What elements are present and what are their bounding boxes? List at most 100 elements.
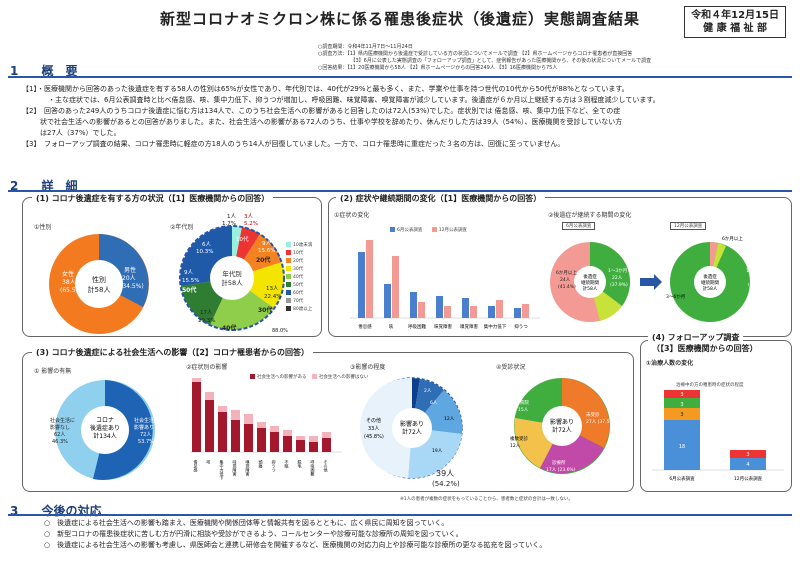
svg-text:10.3%: 10.3% bbox=[196, 249, 213, 255]
svg-text:39人: 39人 bbox=[436, 469, 454, 478]
gender-center-1: 性別 bbox=[92, 275, 106, 284]
svg-text:3人: 3人 bbox=[244, 213, 253, 220]
svg-text:未受診: 未受診 bbox=[586, 411, 600, 418]
svg-text:集中力低下: 集中力低下 bbox=[484, 323, 507, 330]
svg-text:18: 18 bbox=[679, 444, 685, 450]
svg-text:診療所: 診療所 bbox=[552, 459, 566, 466]
female-label-2: 38人 bbox=[62, 279, 76, 286]
svg-text:複数受診: 複数受診 bbox=[510, 435, 528, 442]
gender-pie: 性別 計58人 女性 38人 (65.5%) 男性 20人 (34.5%) bbox=[49, 234, 149, 334]
gender-label: ①性別 bbox=[34, 224, 52, 231]
footnote: ※1人の患者が複数の症状をもっていることから、患者数と症状の合計は一致しない。 bbox=[400, 497, 573, 502]
svg-text:その他: その他 bbox=[324, 459, 329, 473]
svg-text:頭痛: 頭痛 bbox=[259, 460, 264, 469]
duration-pies: 後遺症 継続期間 計58人 6か月以上 24人 (41.4%) 1～3か月 22… bbox=[550, 235, 766, 322]
svg-text:(45.8%): (45.8%) bbox=[364, 434, 384, 440]
svg-text:不眠: 不眠 bbox=[285, 460, 290, 469]
svg-text:40代: 40代 bbox=[222, 324, 236, 332]
svg-text:20代: 20代 bbox=[256, 256, 270, 264]
section1-rule bbox=[8, 76, 792, 78]
summary-line-4: 状で社会生活への影響があるとの回答がありました。また、社会生活への影響がある72… bbox=[40, 118, 623, 126]
male-label-1: 男性 bbox=[124, 266, 136, 274]
svg-text:9人: 9人 bbox=[184, 269, 193, 276]
svg-text:22人: 22人 bbox=[612, 275, 623, 281]
svg-text:3: 3 bbox=[680, 402, 683, 408]
svg-text:後遺症: 後遺症 bbox=[703, 273, 717, 280]
svg-text:咳: 咳 bbox=[389, 323, 394, 330]
svg-text:集中力低下: 集中力低下 bbox=[220, 459, 225, 481]
svg-text:影響あり: 影響あり bbox=[550, 418, 574, 426]
followup-label: ①治療人数の変化 bbox=[646, 360, 694, 367]
summary-line-2: ・主な症状では、6月公表調査時と比べ倦怠感、咳、集中力低下、抑うつが増加し、呼吸… bbox=[48, 96, 660, 104]
svg-text:(91.4%): (91.4%) bbox=[748, 282, 766, 288]
followup-bar-chart: 18 3 3 3 4 3 6月公表調査 12月公表調査 bbox=[652, 390, 784, 482]
age-label: ②年代別 bbox=[170, 224, 194, 231]
svg-text:計72人: 計72人 bbox=[402, 428, 422, 436]
age-center-1: 年代別 bbox=[222, 269, 242, 278]
svg-text:(54.2%): (54.2%) bbox=[432, 480, 460, 488]
svg-text:15.6%: 15.6% bbox=[258, 248, 275, 254]
impact-label: ① 影響の有無 bbox=[34, 368, 72, 375]
svg-text:29.3%: 29.3% bbox=[198, 318, 215, 324]
date-box: 令和４年12月15日 健 康 福 祉 部 bbox=[684, 6, 786, 38]
svg-text:5.2%: 5.2% bbox=[244, 221, 258, 227]
svg-text:倦怠感: 倦怠感 bbox=[194, 459, 199, 472]
svg-text:呼吸困難: 呼吸困難 bbox=[408, 323, 426, 330]
age-30s bbox=[232, 262, 285, 308]
action-3: ○ 後遺症による社会生活への影響も考慮し、県医師会と連携し研修会を開催するなど、… bbox=[44, 541, 547, 549]
svg-text:46.3%: 46.3% bbox=[52, 439, 68, 445]
panel2-title: (2) 症状や継続期間の変化（【1】医療機関からの回答） bbox=[336, 193, 546, 204]
panel3-title: (3) コロナ後遺症による社会生活への影響（【2】コロナ罹患者からの回答） bbox=[32, 347, 313, 358]
svg-text:(41.4%): (41.4%) bbox=[558, 284, 576, 290]
svg-text:88.0%: 88.0% bbox=[272, 328, 288, 334]
survey-result: ○回答結果：【1】20医療機関から58人 【2】県ホームページからの回答249人… bbox=[318, 65, 558, 71]
svg-text:1～3か月: 1～3か月 bbox=[746, 267, 765, 274]
age-s1: 1人 bbox=[227, 213, 236, 220]
summary-line-6: 【3】 フォローアップ調査の結果、コロナ罹患時に軽症の方18人のうち14人が回復… bbox=[22, 140, 565, 148]
svg-text:1.7%: 1.7% bbox=[222, 221, 236, 227]
svg-text:50代: 50代 bbox=[182, 286, 196, 294]
svg-text:咳: 咳 bbox=[207, 459, 212, 465]
svg-text:13人: 13人 bbox=[266, 285, 279, 292]
survey-method-3: 【3】6月に公表した実態調査の「フォローアップ調査」として、症例報告があった医療… bbox=[318, 58, 652, 64]
svg-text:6か月以上: 6か月以上 bbox=[556, 269, 577, 276]
svg-text:1～3か月: 1～3か月 bbox=[608, 267, 627, 274]
svg-text:抑うつ: 抑うつ bbox=[272, 459, 277, 472]
gender-hole bbox=[75, 260, 123, 308]
svg-text:コロナ: コロナ bbox=[96, 417, 114, 424]
section3-heading: 3 今後の対応 bbox=[10, 504, 102, 518]
svg-text:計134人: 計134人 bbox=[93, 432, 116, 440]
dec-tag: 12月公表調査 bbox=[670, 222, 707, 230]
svg-text:15人: 15人 bbox=[518, 407, 529, 413]
followup-chart-title: 治療中の方の罹患時の症状の程度 bbox=[676, 383, 744, 388]
date: 令和４年12月15日 bbox=[691, 10, 779, 21]
male-label-2: 20人 bbox=[122, 275, 136, 282]
summary-line-1: 【1】・医療機関から回答のあった後遺症を有する58人の性別は65%が女性であり、… bbox=[22, 85, 629, 93]
svg-text:後遺症あり: 後遺症あり bbox=[90, 424, 120, 432]
svg-text:53.7%: 53.7% bbox=[138, 439, 154, 445]
svg-text:62人: 62人 bbox=[54, 432, 65, 438]
svg-text:(37.9%): (37.9%) bbox=[610, 282, 628, 288]
section1-body: 【1】・医療機関から回答のあった後遺症を有する58人の性別は65%が女性であり、… bbox=[22, 84, 792, 150]
survey-period: ○調査期間：令和4年11月7日～11月24日 bbox=[318, 44, 413, 50]
symptom-label: ①症状の変化 bbox=[334, 212, 370, 219]
summary-line-3: 【2】 回答のあった249人のうちコロナ後遺症に悩む方は134人で、このうち社会… bbox=[22, 107, 621, 115]
svg-text:倦怠感: 倦怠感 bbox=[358, 323, 372, 330]
age-legend: 10歳未満 10代 20代 30代 40代 50代 60代 70代 80歳以上 bbox=[286, 242, 312, 314]
svg-text:味覚障害: 味覚障害 bbox=[434, 323, 452, 330]
svg-text:6人: 6人 bbox=[430, 400, 438, 406]
svg-text:味覚障害: 味覚障害 bbox=[233, 459, 238, 477]
svg-text:72人: 72人 bbox=[140, 432, 151, 438]
panel4-title-1: (4) フォローアップ調査 bbox=[648, 332, 744, 343]
section3-body: ○ 後遺症による社会生活への影響も踏まえ、医療機関や関係団体等と情報共有を図ると… bbox=[44, 518, 784, 551]
svg-text:計72人: 計72人 bbox=[552, 426, 572, 434]
svg-text:22.4%: 22.4% bbox=[264, 294, 281, 300]
svg-text:抑うつ: 抑うつ bbox=[514, 323, 528, 330]
svg-text:脱毛: 脱毛 bbox=[298, 459, 303, 468]
svg-text:後遺症: 後遺症 bbox=[583, 273, 597, 280]
svg-text:6か月以上: 6か月以上 bbox=[722, 235, 743, 242]
female-label-1: 女性 bbox=[62, 270, 74, 278]
survey-method-1: ○調査方法：【1】県内医療機関から後遺症で受診している方の状況についてメールで調… bbox=[318, 51, 633, 57]
gender-center-2: 計58人 bbox=[88, 285, 111, 294]
svg-text:継続期間: 継続期間 bbox=[581, 279, 599, 286]
